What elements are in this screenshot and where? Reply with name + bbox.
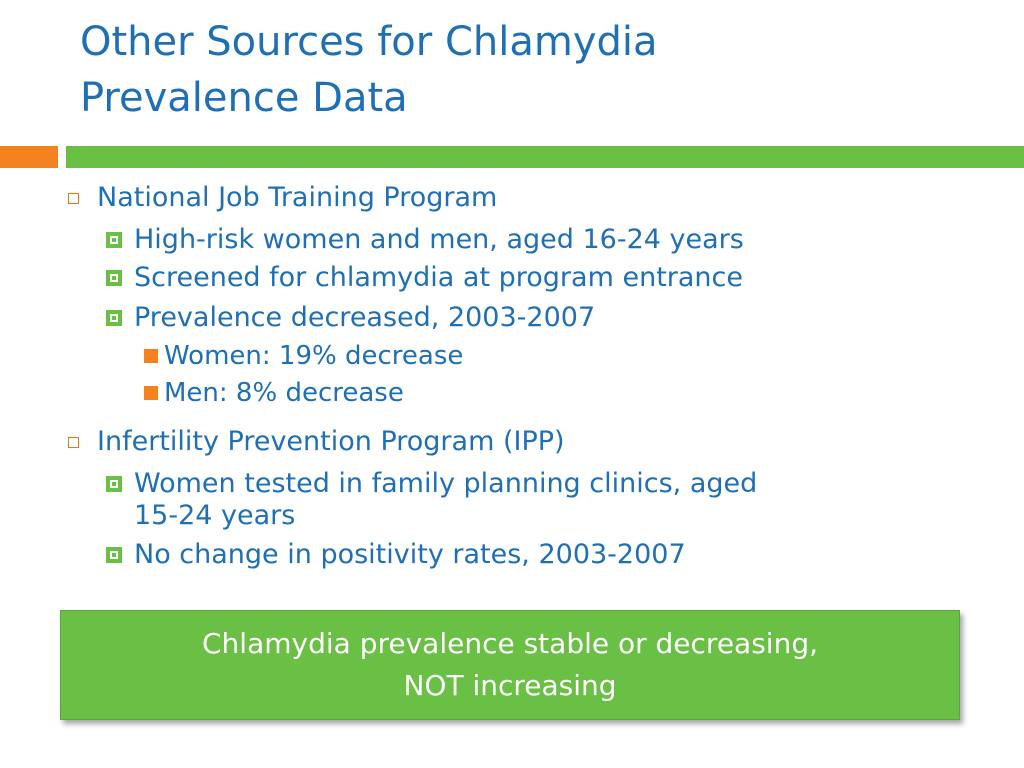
hollow-square-bullet-icon [68,437,79,448]
section-heading-ipp: Infertility Prevention Program (IPP) [97,426,565,457]
slide-title-line2: Prevalence Data [80,75,408,121]
list-item: Screened for chlamydia at program entran… [134,262,743,293]
framed-square-bullet-icon [106,476,122,492]
framed-square-bullet-icon [106,270,122,286]
list-item: Women tested in family planning clinics,… [134,468,758,499]
list-item: High-risk women and men, aged 16-24 year… [134,224,744,255]
solid-square-bullet-icon [144,349,158,363]
slide-title-line1: Other Sources for Chlamydia [80,19,658,65]
slide-title: Other Sources for Chlamydia Prevalence D… [80,14,980,126]
sub-list-item: Women: 19% decrease [164,341,464,371]
header-divider-orange [0,146,58,168]
solid-square-bullet-icon [144,386,158,400]
header-divider-green [66,146,1024,168]
hollow-square-bullet-icon [68,193,79,204]
conclusion-callout: Chlamydia prevalence stable or decreasin… [60,610,960,720]
list-item: No change in positivity rates, 2003-2007 [134,539,686,570]
sub-list-item: Men: 8% decrease [164,378,404,408]
callout-line1: Chlamydia prevalence stable or decreasin… [202,627,818,660]
framed-square-bullet-icon [106,232,122,248]
framed-square-bullet-icon [106,547,122,563]
section-heading-job-training: National Job Training Program [97,182,498,213]
framed-square-bullet-icon [106,310,122,326]
list-item: Prevalence decreased, 2003-2007 [134,302,596,333]
list-item-continuation: 15-24 years [134,500,296,531]
callout-line2: NOT increasing [403,669,617,702]
